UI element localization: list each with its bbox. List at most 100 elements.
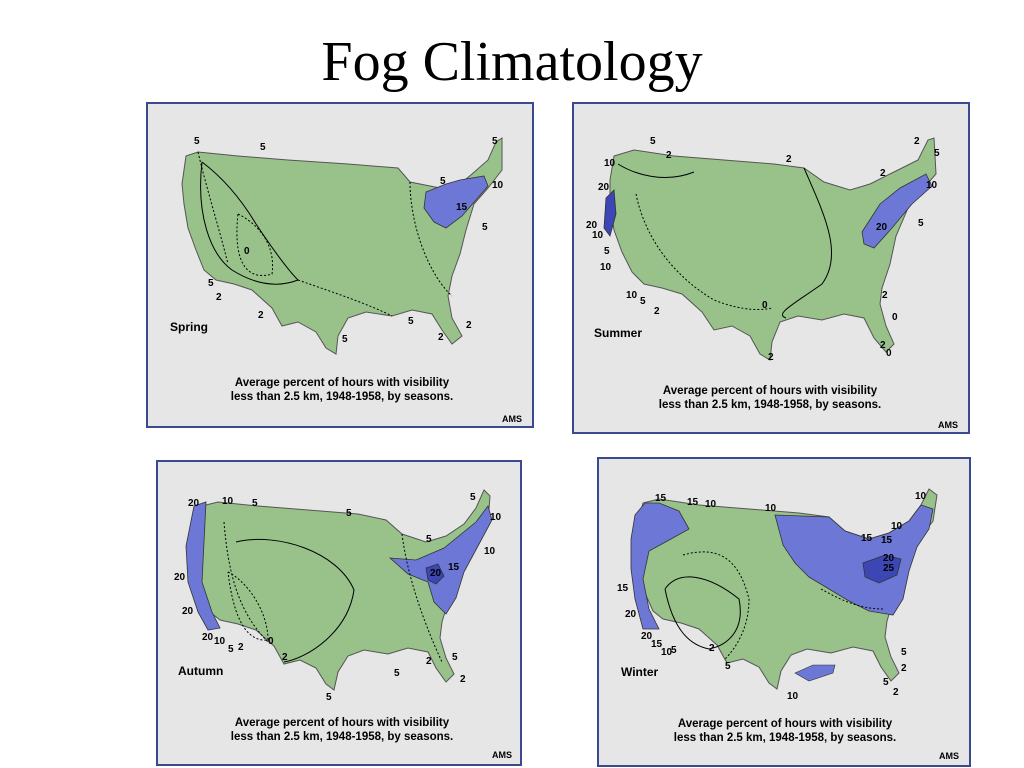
source-credit: AMS: [939, 751, 959, 761]
svg-text:5: 5: [426, 534, 432, 545]
svg-text:20: 20: [625, 609, 637, 620]
svg-text:10: 10: [765, 503, 777, 514]
caption-line-2: less than 2.5 km, 1948-1958, by seasons.: [673, 732, 897, 744]
source-credit: AMS: [938, 420, 958, 430]
svg-text:10: 10: [604, 158, 616, 169]
svg-text:5: 5: [440, 176, 446, 187]
svg-text:0: 0: [892, 312, 898, 323]
svg-text:15: 15: [617, 583, 629, 594]
svg-text:0: 0: [244, 246, 250, 257]
us-outline: [181, 137, 503, 355]
us-outline: [609, 137, 937, 361]
contour-2: [200, 161, 299, 285]
fog-zone-15: [388, 505, 493, 615]
svg-text:20: 20: [586, 220, 598, 231]
svg-text:15: 15: [687, 497, 699, 508]
svg-text:20: 20: [174, 572, 186, 583]
season-label: Autumn: [178, 664, 224, 678]
svg-text:20: 20: [182, 606, 194, 617]
contour-0-dotted: [635, 193, 773, 311]
svg-text:10: 10: [600, 262, 612, 273]
svg-text:2: 2: [426, 656, 432, 667]
season-label: Winter: [621, 665, 659, 679]
svg-text:5: 5: [918, 218, 924, 229]
svg-text:10: 10: [626, 290, 638, 301]
contour-dotted: [223, 521, 443, 663]
caption-line-1: Average percent of hours with visibility: [677, 718, 893, 730]
svg-text:2: 2: [438, 332, 444, 343]
svg-text:5: 5: [640, 296, 646, 307]
svg-text:5: 5: [725, 661, 731, 672]
svg-text:20: 20: [883, 553, 895, 564]
svg-text:10: 10: [787, 691, 799, 702]
contour-dotted: [682, 551, 884, 660]
caption-line-1: Average percent of hours with visibility: [234, 377, 450, 389]
fog-zone-15: [774, 504, 934, 616]
caption-line-2: less than 2.5 km, 1948-1958, by seasons.: [658, 399, 882, 411]
svg-text:2: 2: [666, 150, 672, 161]
svg-text:15: 15: [881, 535, 893, 546]
contour-0-dotted: [236, 213, 274, 276]
svg-text:2: 2: [882, 290, 888, 301]
fog-zone-15: [423, 175, 489, 229]
svg-text:15: 15: [456, 202, 468, 213]
svg-text:2: 2: [768, 352, 774, 363]
svg-text:5: 5: [394, 668, 400, 679]
svg-text:5: 5: [208, 278, 214, 289]
svg-text:5: 5: [492, 136, 498, 147]
svg-text:10: 10: [490, 512, 502, 523]
svg-text:2: 2: [282, 652, 288, 663]
svg-text:5: 5: [252, 498, 258, 509]
fog-zone-west: [603, 189, 617, 237]
map-caption: Average percent of hours with visibility…: [620, 384, 920, 412]
svg-text:2: 2: [880, 340, 886, 351]
fog-zone-20: [861, 173, 933, 249]
svg-text:2: 2: [893, 687, 899, 698]
contour-5-dotted: [197, 151, 453, 317]
svg-text:5: 5: [901, 647, 907, 658]
caption-line-2: less than 2.5 km, 1948-1958, by seasons.: [230, 731, 454, 743]
svg-text:20: 20: [188, 498, 200, 509]
season-label: Spring: [170, 320, 208, 334]
svg-text:5: 5: [228, 644, 234, 655]
svg-text:10: 10: [705, 499, 717, 510]
svg-text:10: 10: [222, 496, 234, 507]
svg-text:15: 15: [861, 533, 873, 544]
svg-text:10: 10: [214, 636, 226, 647]
svg-text:2: 2: [460, 674, 466, 685]
svg-text:5: 5: [934, 148, 940, 159]
contour-2: [617, 163, 833, 319]
svg-text:5: 5: [671, 645, 677, 656]
svg-text:10: 10: [592, 230, 604, 241]
caption-line-2: less than 2.5 km, 1948-1958, by seasons.: [230, 391, 454, 403]
svg-text:10: 10: [492, 180, 504, 191]
svg-text:2: 2: [466, 320, 472, 331]
svg-text:15: 15: [655, 493, 667, 504]
panel-winter: 15 15 10 10 10 10 15 15 20 25 15 20 20 15 10 5 2…: [597, 457, 971, 767]
svg-text:15: 15: [448, 562, 460, 573]
svg-text:2: 2: [914, 136, 920, 147]
svg-text:10: 10: [915, 491, 927, 502]
svg-text:5: 5: [470, 492, 476, 503]
contour-5: [664, 576, 741, 650]
map-caption: Average percent of hours with visibility…: [192, 716, 492, 744]
svg-text:5: 5: [194, 136, 200, 147]
svg-text:5: 5: [650, 136, 656, 147]
svg-text:15: 15: [651, 639, 663, 650]
caption-line-1: Average percent of hours with visibility: [662, 385, 878, 397]
fog-zone-west: [630, 502, 690, 630]
svg-text:20: 20: [202, 632, 214, 643]
svg-text:10: 10: [891, 521, 903, 532]
svg-text:5: 5: [604, 246, 610, 257]
fog-zone-25: [862, 554, 902, 584]
svg-text:5: 5: [452, 652, 458, 663]
svg-text:2: 2: [786, 154, 792, 165]
svg-text:20: 20: [430, 568, 442, 579]
map-caption: Average percent of hours with visibility…: [635, 717, 935, 745]
